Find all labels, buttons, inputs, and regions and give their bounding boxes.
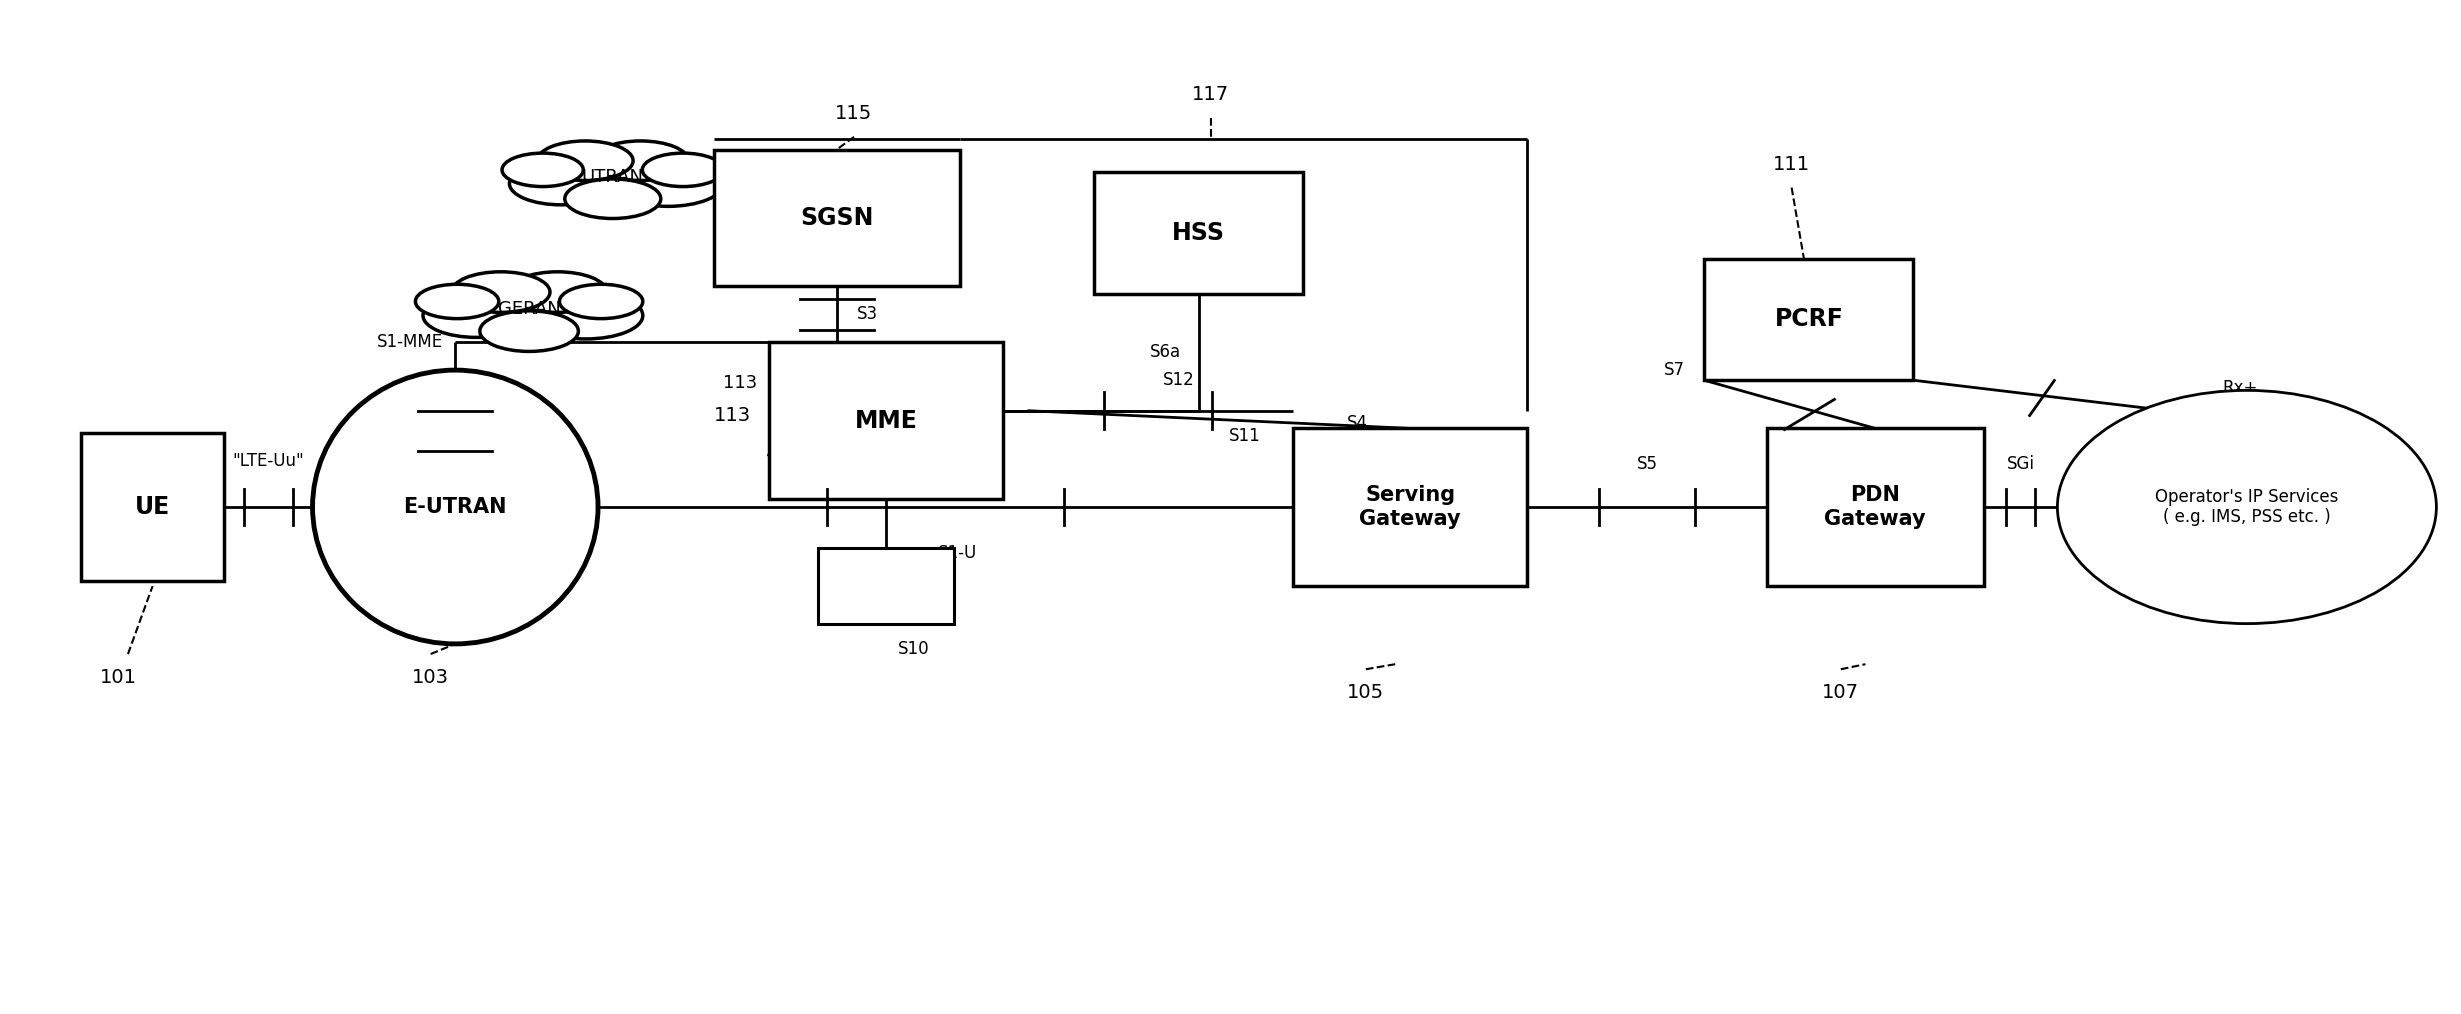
Text: PCRF: PCRF (1774, 307, 1843, 332)
Text: S3: S3 (856, 305, 879, 323)
Text: GERAN: GERAN (497, 300, 561, 318)
Text: 113: 113 (724, 374, 756, 391)
Text: MME: MME (854, 409, 918, 433)
Text: UTRAN: UTRAN (581, 168, 645, 187)
Text: S1-U: S1-U (938, 544, 977, 562)
FancyBboxPatch shape (81, 434, 224, 580)
Circle shape (642, 153, 724, 187)
Circle shape (480, 311, 578, 352)
Text: Rx+: Rx+ (2222, 379, 2257, 396)
Circle shape (529, 292, 642, 339)
Text: S11: S11 (1228, 427, 1260, 445)
Circle shape (559, 284, 642, 318)
Circle shape (564, 179, 660, 219)
Text: Operator's IP Services
( e.g. IMS, PSS etc. ): Operator's IP Services ( e.g. IMS, PSS e… (2156, 488, 2338, 526)
Text: 113: 113 (714, 407, 751, 425)
FancyBboxPatch shape (714, 149, 960, 286)
Text: S10: S10 (898, 641, 930, 658)
Text: PDN
Gateway: PDN Gateway (1824, 486, 1927, 528)
Circle shape (450, 277, 608, 342)
Ellipse shape (2057, 390, 2436, 624)
Circle shape (450, 272, 549, 312)
Text: S1-MME: S1-MME (377, 333, 443, 351)
Text: E-UTRAN: E-UTRAN (404, 497, 507, 517)
Text: 107: 107 (1821, 683, 1861, 702)
FancyBboxPatch shape (768, 343, 1004, 499)
FancyBboxPatch shape (817, 548, 952, 624)
Text: "LTE-Uu": "LTE-Uu" (231, 452, 305, 470)
Text: S5: S5 (1637, 455, 1659, 474)
Text: UE: UE (135, 495, 170, 519)
Circle shape (509, 162, 613, 205)
Text: 105: 105 (1346, 683, 1386, 702)
Text: 115: 115 (834, 104, 874, 123)
Circle shape (536, 141, 632, 180)
FancyBboxPatch shape (1294, 429, 1526, 586)
Text: S7: S7 (1664, 361, 1683, 379)
Circle shape (509, 272, 608, 312)
Circle shape (416, 284, 500, 318)
FancyBboxPatch shape (1703, 259, 1915, 380)
Text: S4: S4 (1346, 415, 1368, 432)
Text: Serving
Gateway: Serving Gateway (1358, 486, 1462, 528)
Text: SGi: SGi (2006, 455, 2035, 474)
Text: SGSN: SGSN (800, 206, 874, 230)
Circle shape (613, 160, 724, 207)
Ellipse shape (313, 370, 598, 644)
Text: S6a: S6a (1149, 344, 1181, 361)
Circle shape (423, 294, 529, 338)
Text: 101: 101 (98, 668, 138, 686)
Circle shape (502, 153, 583, 187)
FancyBboxPatch shape (1093, 172, 1304, 294)
FancyBboxPatch shape (1767, 429, 1984, 586)
Text: 111: 111 (1772, 155, 1811, 173)
Text: 103: 103 (411, 668, 450, 686)
Text: 117: 117 (1191, 85, 1230, 103)
Text: HSS: HSS (1171, 221, 1226, 245)
Text: S12: S12 (1162, 371, 1194, 389)
Circle shape (593, 141, 689, 180)
Circle shape (534, 145, 689, 210)
